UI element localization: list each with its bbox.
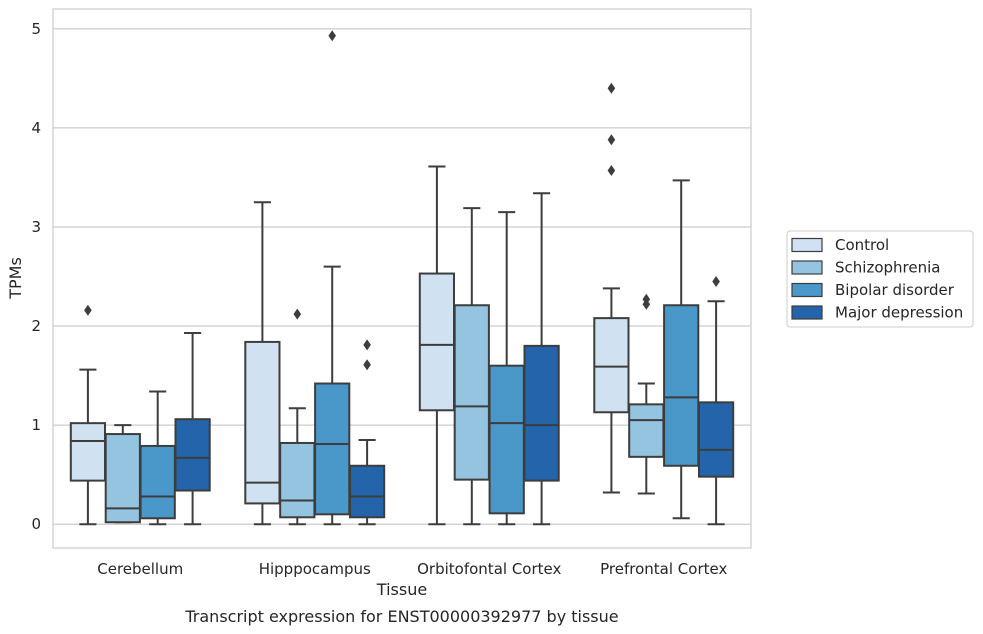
y-tick-label: 1 <box>31 416 41 434</box>
box-group <box>488 211 525 526</box>
iqr-box <box>69 422 107 482</box>
outlier-point <box>607 165 616 177</box>
legend-label: Major depression <box>835 304 963 322</box>
iqr-box <box>244 340 281 505</box>
iqr-box <box>488 364 525 515</box>
legend-frame <box>786 230 974 328</box>
box-group <box>418 165 456 526</box>
legend-swatch <box>791 260 823 275</box>
box-group <box>348 339 386 526</box>
box-group <box>697 275 735 526</box>
outlier-point <box>642 293 651 305</box>
box-group <box>104 424 141 524</box>
outlier-point <box>712 275 720 287</box>
outlier-point <box>607 134 616 146</box>
box-group <box>314 30 351 526</box>
iqr-box <box>174 418 211 492</box>
box-group <box>593 82 630 494</box>
legend-label: Bipolar disorder <box>835 281 955 299</box>
legend-swatch <box>791 237 823 253</box>
y-tick-labels: 0 1 2 3 4 5 <box>31 20 41 533</box>
gridlines <box>53 28 751 525</box>
iqr-box <box>279 441 316 519</box>
iqr-box <box>663 304 700 467</box>
box-group <box>628 293 665 495</box>
outlier-point <box>328 30 336 42</box>
iqr-box <box>523 344 560 482</box>
box-group <box>663 179 700 520</box>
outlier-point <box>607 82 616 94</box>
x-tick-label: Hipppocampus <box>259 560 371 578</box>
iqr-box <box>418 272 456 412</box>
iqr-box <box>628 403 665 458</box>
legend-label: Control <box>835 236 889 254</box>
x-tick-labels: Cerebellum Hipppocampus Orbitofontal Corte… <box>97 560 727 578</box>
boxes <box>69 30 735 526</box>
legend-swatch <box>791 305 823 320</box>
y-tick-label: 4 <box>31 119 41 137</box>
chart-caption: Transcript expression for ENST0000039297… <box>184 607 618 626</box>
box-group <box>523 192 560 526</box>
outlier-point <box>293 308 302 320</box>
plot-frame <box>52 8 752 549</box>
iqr-box <box>593 317 630 414</box>
box-group <box>174 331 211 526</box>
x-tick-label: Prefrontal Cortex <box>600 560 727 578</box>
y-tick-label: 2 <box>31 317 41 335</box>
iqr-box <box>697 401 735 478</box>
iqr-box <box>139 444 176 520</box>
outlier-point <box>363 359 371 371</box>
box-group <box>453 207 490 526</box>
iqr-box <box>314 382 351 516</box>
y-tick-label: 0 <box>31 515 41 533</box>
legend-swatch <box>791 282 823 298</box>
iqr-box <box>348 464 386 519</box>
iqr-box <box>453 304 490 481</box>
x-axis-label: Tissue <box>376 580 427 599</box>
y-axis-label: TPMs <box>6 257 25 300</box>
y-tick-label: 5 <box>31 20 41 38</box>
x-tick-label: Cerebellum <box>97 560 183 578</box>
y-tick-label: 3 <box>31 218 41 236</box>
legend-label: Schizophrenia <box>835 259 940 277</box>
box-group <box>244 201 281 526</box>
x-tick-label: Orbitofontal Cortex <box>417 560 561 578</box>
box-group <box>139 390 176 526</box>
outlier-point <box>363 339 371 351</box>
legend: Control Schizophrenia Bipolar disorder Majo… <box>786 230 974 328</box>
outlier-point <box>84 304 92 316</box>
